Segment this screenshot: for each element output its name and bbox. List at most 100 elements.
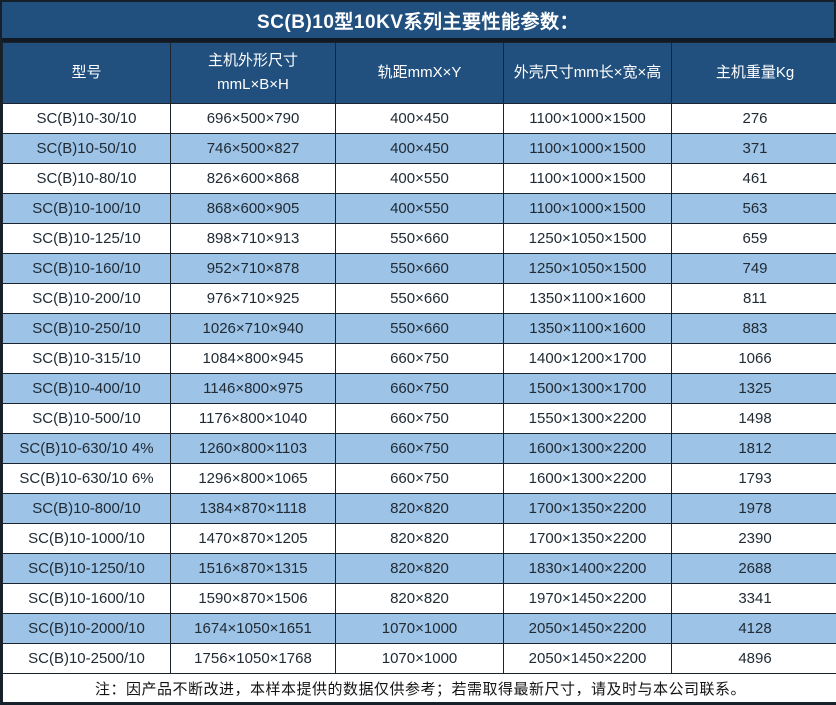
model-cell: SC(B)10-100/10 (2, 193, 171, 224)
value-cell: 4128 (671, 613, 836, 644)
value-cell: 1260×800×1103 (170, 433, 336, 464)
value-cell: 1550×1300×2200 (503, 403, 672, 434)
model-cell: SC(B)10-250/10 (2, 313, 171, 344)
value-cell: 660×750 (335, 343, 504, 374)
value-cell: 2390 (671, 523, 836, 554)
header-host-dimensions-unit: mmL×B×H (217, 76, 289, 93)
value-cell: 276 (671, 103, 836, 134)
table-row: SC(B)10-630/10 6% 1296×800×1065 660×750 160… (2, 463, 836, 494)
value-cell: 976×710×925 (170, 283, 336, 314)
value-cell: 550×660 (335, 223, 504, 254)
value-cell: 1516×870×1315 (170, 553, 336, 584)
model-cell: SC(B)10-800/10 (2, 493, 171, 524)
value-cell: 1296×800×1065 (170, 463, 336, 494)
value-cell: 1978 (671, 493, 836, 524)
spec-table-body: SC(B)10-30/10 696×500×790 400×450 1100×1000… (2, 103, 836, 674)
value-cell: 1084×800×945 (170, 343, 336, 374)
header-host-weight-label: 主机重量Kg (715, 64, 795, 81)
value-cell: 820×820 (335, 583, 504, 614)
value-cell: 1590×870×1506 (170, 583, 336, 614)
value-cell: 1070×1000 (335, 613, 504, 644)
value-cell: 1700×1350×2200 (503, 523, 672, 554)
value-cell: 749 (671, 253, 836, 284)
model-cell: SC(B)10-50/10 (2, 133, 171, 164)
model-cell: SC(B)10-500/10 (2, 403, 171, 434)
value-cell: 400×450 (335, 103, 504, 134)
value-cell: 550×660 (335, 253, 504, 284)
value-cell: 1700×1350×2200 (503, 493, 672, 524)
model-cell: SC(B)10-2500/10 (2, 643, 171, 674)
table-row: SC(B)10-500/10 1176×800×1040 660×750 1550×1… (2, 403, 836, 434)
value-cell: 952×710×878 (170, 253, 336, 284)
value-cell: 2050×1450×2200 (503, 643, 672, 674)
model-cell: SC(B)10-315/10 (2, 343, 171, 374)
page-title: SC(B)10型10KV系列主要性能参数： (2, 2, 834, 42)
header-model: 型号 (2, 42, 171, 104)
table-row: SC(B)10-250/10 1026×710×940 550×660 1350×11… (2, 313, 836, 344)
model-cell: SC(B)10-1250/10 (2, 553, 171, 584)
value-cell: 400×550 (335, 193, 504, 224)
value-cell: 811 (671, 283, 836, 314)
header-shell-size-label: 外壳尺寸mm长×宽×高 (513, 64, 662, 81)
spec-table-header: 型号 主机外形尺寸 mmL×B×H 轨距mmX×Y 外壳尺寸mm长×宽×高 主机… (2, 42, 836, 104)
value-cell: 660×750 (335, 403, 504, 434)
footer-row: 注：因产品不断改进，本样本提供的数据仅供参考；若需取得最新尺寸，请及时与本公司联… (2, 673, 836, 703)
value-cell: 1026×710×940 (170, 313, 336, 344)
value-cell: 868×600×905 (170, 193, 336, 224)
value-cell: 1500×1300×1700 (503, 373, 672, 404)
value-cell: 1100×1000×1500 (503, 103, 672, 134)
value-cell: 696×500×790 (170, 103, 336, 134)
value-cell: 563 (671, 193, 836, 224)
model-cell: SC(B)10-125/10 (2, 223, 171, 254)
value-cell: 1600×1300×2200 (503, 433, 672, 464)
value-cell: 1250×1050×1500 (503, 253, 672, 284)
header-host-dimensions: 主机外形尺寸 mmL×B×H (170, 42, 336, 104)
value-cell: 371 (671, 133, 836, 164)
value-cell: 660×750 (335, 463, 504, 494)
table-row: SC(B)10-200/10 976×710×925 550×660 1350×110… (2, 283, 836, 314)
value-cell: 1100×1000×1500 (503, 193, 672, 224)
footer-note: 注：因产品不断改进，本样本提供的数据仅供参考；若需取得最新尺寸，请及时与本公司联… (2, 673, 836, 703)
table-row: SC(B)10-315/10 1084×800×945 660×750 1400×12… (2, 343, 836, 374)
value-cell: 826×600×868 (170, 163, 336, 194)
header-model-label: 型号 (71, 64, 102, 81)
model-cell: SC(B)10-2000/10 (2, 613, 171, 644)
value-cell: 2688 (671, 553, 836, 584)
table-row: SC(B)10-400/10 1146×800×975 660×750 1500×13… (2, 373, 836, 404)
table-row: SC(B)10-630/10 4% 1260×800×1103 660×750 160… (2, 433, 836, 464)
value-cell: 1498 (671, 403, 836, 434)
value-cell: 820×820 (335, 493, 504, 524)
table-row: SC(B)10-80/10 826×600×868 400×550 1100×1000… (2, 163, 836, 194)
value-cell: 1350×1100×1600 (503, 313, 672, 344)
table-row: SC(B)10-1000/10 1470×870×1205 820×820 1700×… (2, 523, 836, 554)
value-cell: 1674×1050×1651 (170, 613, 336, 644)
table-row: SC(B)10-1250/10 1516×870×1315 820×820 1830×… (2, 553, 836, 584)
value-cell: 1250×1050×1500 (503, 223, 672, 254)
value-cell: 898×710×913 (170, 223, 336, 254)
value-cell: 1066 (671, 343, 836, 374)
value-cell: 400×450 (335, 133, 504, 164)
model-cell: SC(B)10-1600/10 (2, 583, 171, 614)
header-rail-gauge: 轨距mmX×Y (335, 42, 504, 104)
value-cell: 1350×1100×1600 (503, 283, 672, 314)
header-host-dimensions-label: 主机外形尺寸 (207, 52, 298, 69)
value-cell: 1830×1400×2200 (503, 553, 672, 584)
header-host-weight: 主机重量Kg (671, 42, 836, 104)
table-row: SC(B)10-2500/10 1756×1050×1768 1070×1000 20… (2, 643, 836, 674)
value-cell: 1793 (671, 463, 836, 494)
spec-table-footer: 注：因产品不断改进，本样本提供的数据仅供参考；若需取得最新尺寸，请及时与本公司联… (2, 673, 836, 703)
value-cell: 820×820 (335, 553, 504, 584)
value-cell: 2050×1450×2200 (503, 613, 672, 644)
table-row: SC(B)10-800/10 1384×870×1118 820×820 1700×1… (2, 493, 836, 524)
value-cell: 1400×1200×1700 (503, 343, 672, 374)
value-cell: 820×820 (335, 523, 504, 554)
value-cell: 4896 (671, 643, 836, 674)
value-cell: 883 (671, 313, 836, 344)
value-cell: 1100×1000×1500 (503, 133, 672, 164)
value-cell: 550×660 (335, 283, 504, 314)
value-cell: 660×750 (335, 433, 504, 464)
model-cell: SC(B)10-400/10 (2, 373, 171, 404)
model-cell: SC(B)10-200/10 (2, 283, 171, 314)
value-cell: 1146×800×975 (170, 373, 336, 404)
